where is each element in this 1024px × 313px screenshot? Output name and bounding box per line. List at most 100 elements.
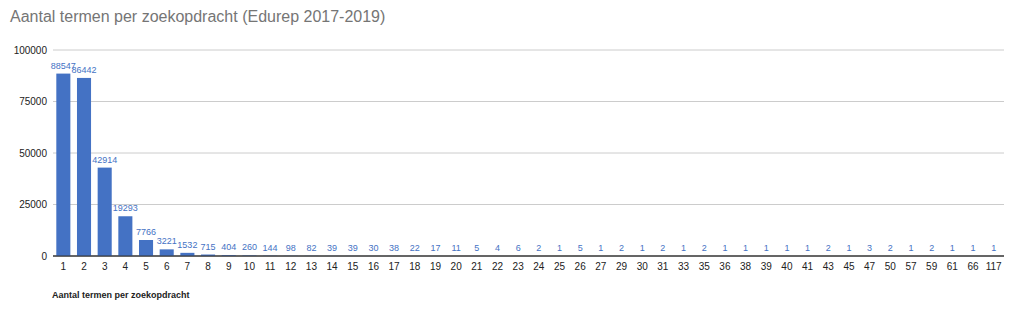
data-label: 39 — [348, 243, 358, 253]
x-tick-label: 31 — [657, 261, 669, 272]
x-tick-label: 36 — [719, 261, 731, 272]
data-label: 1 — [764, 243, 769, 253]
x-tick-label: 23 — [513, 261, 525, 272]
grid-line — [53, 50, 1004, 51]
x-tick-label: 12 — [285, 261, 297, 272]
y-tick-label: 25000 — [19, 199, 47, 210]
data-label: 2 — [702, 243, 707, 253]
x-tick-label: 61 — [947, 261, 959, 272]
x-tick-label: 5 — [143, 261, 149, 272]
x-tick-label: 11 — [265, 261, 276, 272]
x-tick-label: 16 — [368, 261, 380, 272]
x-tick-label: 3 — [102, 261, 108, 272]
data-label: 17 — [430, 243, 440, 253]
y-tick-label: 75000 — [19, 96, 47, 107]
bar — [77, 78, 91, 256]
data-label: 2 — [888, 243, 893, 253]
x-tick-label: 2 — [81, 261, 87, 272]
x-tick-label: 40 — [781, 261, 793, 272]
chart: Aantal termen per zoekopdracht (Edurep 2… — [0, 0, 1024, 313]
x-tick-label: 47 — [864, 261, 876, 272]
x-tick-label: 9 — [226, 261, 232, 272]
data-label: 1 — [991, 243, 996, 253]
data-label: 1 — [784, 243, 789, 253]
data-label: 39 — [327, 243, 337, 253]
x-tick-label: 19 — [430, 261, 442, 272]
bar — [98, 168, 112, 256]
grid-line — [53, 204, 1004, 205]
data-label: 1532 — [177, 240, 197, 250]
bar — [139, 240, 153, 256]
data-label: 98 — [286, 243, 296, 253]
data-label: 144 — [263, 243, 278, 253]
x-tick-label: 43 — [823, 261, 835, 272]
bar — [160, 249, 174, 256]
data-label: 22 — [410, 243, 420, 253]
x-tick-label: 39 — [761, 261, 773, 272]
bar — [56, 74, 70, 256]
y-tick-label: 100000 — [14, 45, 48, 56]
data-label: 1 — [846, 243, 851, 253]
data-label: 1 — [681, 243, 686, 253]
x-tick-label: 22 — [492, 261, 504, 272]
bar — [118, 216, 132, 256]
data-label: 86442 — [71, 65, 96, 75]
data-label: 2 — [660, 243, 665, 253]
data-label: 2 — [536, 243, 541, 253]
data-label: 404 — [221, 242, 236, 252]
data-label: 11 — [451, 243, 460, 253]
data-label: 715 — [201, 242, 216, 252]
data-label: 1 — [743, 243, 748, 253]
data-label: 7766 — [136, 227, 156, 237]
x-tick-label: 59 — [926, 261, 938, 272]
x-tick-label: 50 — [885, 261, 897, 272]
y-tick-label: 50000 — [19, 148, 47, 159]
x-axis — [53, 256, 1004, 257]
data-label: 1 — [950, 243, 955, 253]
data-label: 1 — [640, 243, 645, 253]
x-tick-label: 18 — [409, 261, 421, 272]
x-tick-label: 10 — [244, 261, 256, 272]
data-label: 1 — [970, 243, 975, 253]
data-label: 2 — [929, 243, 934, 253]
background — [0, 0, 1024, 313]
x-tick-label: 7 — [185, 261, 191, 272]
x-tick-label: 30 — [637, 261, 649, 272]
data-label: 3 — [867, 243, 872, 253]
data-label: 4 — [495, 243, 500, 253]
data-label: 260 — [242, 242, 257, 252]
x-tick-label: 15 — [347, 261, 359, 272]
data-label: 2 — [826, 243, 831, 253]
x-tick-label: 33 — [678, 261, 690, 272]
data-label: 19293 — [113, 203, 138, 213]
data-label: 1 — [598, 243, 603, 253]
data-label: 1 — [805, 243, 810, 253]
data-label: 42914 — [92, 155, 117, 165]
x-tick-label: 4 — [123, 261, 129, 272]
x-tick-label: 20 — [451, 261, 463, 272]
x-tick-label: 57 — [905, 261, 917, 272]
x-tick-label: 26 — [575, 261, 587, 272]
grid-line — [53, 153, 1004, 154]
x-tick-label: 6 — [164, 261, 170, 272]
data-label: 1 — [557, 243, 562, 253]
x-tick-label: 24 — [533, 261, 545, 272]
x-tick-label: 14 — [327, 261, 339, 272]
data-label: 5 — [578, 243, 583, 253]
x-tick-label: 117 — [986, 261, 1002, 272]
data-label: 1 — [908, 243, 913, 253]
x-tick-label: 8 — [205, 261, 211, 272]
title: Aantal termen per zoekopdracht (Edurep 2… — [10, 8, 385, 25]
x-tick-label: 27 — [595, 261, 607, 272]
x-tick-label: 38 — [740, 261, 752, 272]
x-tick-label: 13 — [306, 261, 318, 272]
x-tick-label: 17 — [389, 261, 401, 272]
x-tick-label: 29 — [616, 261, 628, 272]
data-label: 30 — [368, 243, 378, 253]
x-tick-label: 41 — [802, 261, 814, 272]
grid-line — [53, 101, 1004, 102]
x-tick-label: 1 — [61, 261, 67, 272]
x-axis-title: Aantal termen per zoekopdracht — [52, 290, 190, 300]
x-tick-label: 45 — [843, 261, 855, 272]
data-label: 82 — [306, 243, 316, 253]
